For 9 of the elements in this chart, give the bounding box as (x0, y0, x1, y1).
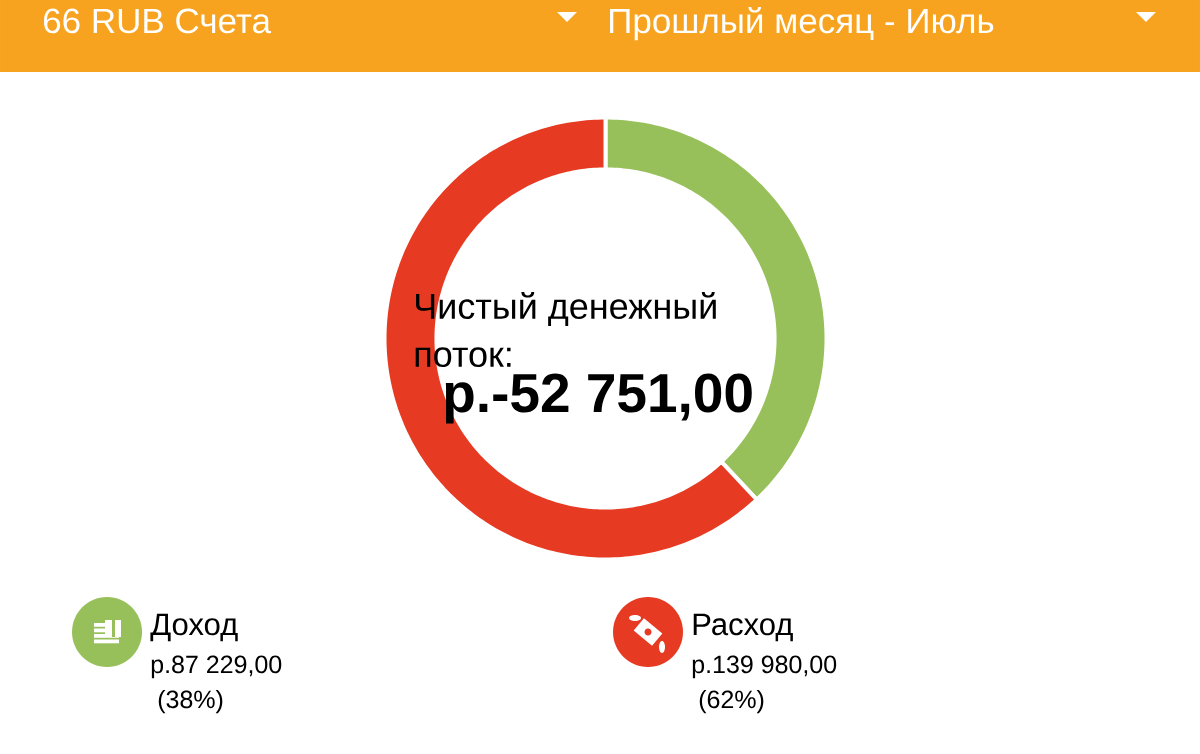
text: Прошлый месяц - Июль (610, 7, 994, 41)
legend-label: Расход (693, 613, 793, 642)
text: р.87 229,00 (151, 655, 282, 679)
text: (38%) (158, 689, 223, 714)
text: 66 RUB Счета (43, 8, 271, 34)
text: р.139 980,00 (692, 655, 837, 679)
text: р.-52 751,00 (445, 373, 752, 424)
legend-label: Доход (150, 613, 238, 642)
text: (62%) (699, 689, 764, 714)
